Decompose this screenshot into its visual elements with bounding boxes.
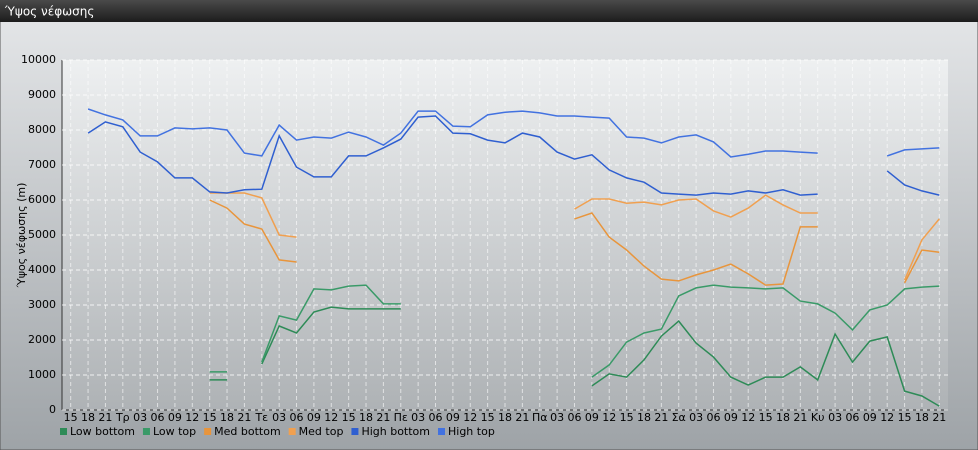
x-tick-label: 18: [220, 411, 234, 424]
y-tick-label: 4000: [28, 263, 56, 276]
x-tick-label: 06: [706, 411, 720, 424]
legend-swatch: [351, 428, 359, 435]
x-tick-label: 03: [828, 411, 842, 424]
title-bar: [0, 0, 978, 22]
legend-swatch: [204, 428, 212, 435]
y-tick-label: 1000: [28, 368, 56, 381]
y-tick-label: 7000: [28, 158, 56, 171]
x-tick-label: 21: [515, 411, 529, 424]
y-tick-label: 8000: [28, 123, 56, 136]
x-tick-label: 21: [932, 411, 946, 424]
x-tick-label: 15: [759, 411, 773, 424]
series-line: [209, 199, 940, 286]
x-tick-label: 15: [620, 411, 634, 424]
x-tick-label: 12: [602, 411, 616, 424]
x-tick-label: 03: [272, 411, 286, 424]
y-tick-label: 2000: [28, 333, 56, 346]
series-line: [209, 284, 940, 378]
x-tick-label: 18: [915, 411, 929, 424]
x-tick-label: 15: [203, 411, 217, 424]
y-axis-label: Ύψος νέφωσης (m): [15, 183, 28, 289]
x-tick-label: Σα: [672, 411, 686, 424]
x-tick-label: 09: [585, 411, 599, 424]
legend-label: High top: [448, 425, 495, 438]
legend-label: Low bottom: [70, 425, 135, 438]
y-tick-label: 0: [49, 403, 56, 416]
legend-label: Med top: [299, 425, 344, 438]
x-tick-label: 06: [429, 411, 443, 424]
x-tick-label: Τε: [254, 411, 268, 424]
x-tick-label: 12: [185, 411, 199, 424]
x-tick-label: 03: [411, 411, 425, 424]
x-tick-label: Τρ: [115, 411, 130, 424]
legend-swatch: [142, 428, 150, 435]
x-tick-label: 03: [550, 411, 564, 424]
series-line: [87, 115, 940, 196]
x-tick-label: 12: [741, 411, 755, 424]
x-tick-label: 09: [863, 411, 877, 424]
x-tick-label: Πα: [532, 411, 548, 424]
x-tick-label: 03: [689, 411, 703, 424]
y-tick-label: 9000: [28, 88, 56, 101]
x-tick-label: 15: [342, 411, 356, 424]
legend-swatch: [438, 428, 445, 435]
x-tick-label: 15: [64, 411, 78, 424]
x-tick-label: Πε: [394, 411, 408, 424]
legend-swatch: [288, 428, 296, 435]
x-tick-label: 21: [98, 411, 112, 424]
x-tick-label: 06: [151, 411, 165, 424]
x-tick-label: 12: [880, 411, 894, 424]
y-tick-label: 6000: [28, 193, 56, 206]
legend-label: High bottom: [361, 425, 430, 438]
x-tick-label: 21: [376, 411, 390, 424]
x-tick-label: 15: [481, 411, 495, 424]
x-tick-label: 18: [359, 411, 373, 424]
x-tick-label: 18: [776, 411, 790, 424]
x-tick-label: 12: [463, 411, 477, 424]
x-tick-label: 09: [307, 411, 321, 424]
y-tick-label: 5000: [28, 228, 56, 241]
x-tick-label: 18: [637, 411, 651, 424]
x-tick-label: 06: [845, 411, 859, 424]
x-tick-label: 15: [898, 411, 912, 424]
x-tick-label: Κυ: [811, 411, 825, 424]
x-tick-label: 21: [654, 411, 668, 424]
y-tick-label: 10000: [21, 53, 56, 66]
x-tick-label: 18: [81, 411, 95, 424]
x-tick-label: 21: [237, 411, 251, 424]
series-line: [209, 306, 940, 407]
x-tick-label: 09: [724, 411, 738, 424]
x-tick-label: 09: [446, 411, 460, 424]
x-tick-label: 06: [290, 411, 304, 424]
chart-title: Ύψος νέφωσης: [4, 5, 94, 19]
x-tick-label: 21: [793, 411, 807, 424]
legend-swatch: [60, 428, 67, 435]
legend-label: Low top: [153, 425, 196, 438]
y-tick-label: 3000: [28, 298, 56, 311]
x-tick-label: 12: [324, 411, 338, 424]
x-tick-label: 09: [168, 411, 182, 424]
x-tick-label: 03: [133, 411, 147, 424]
legend-label: Med bottom: [214, 425, 281, 438]
x-tick-label: 06: [567, 411, 581, 424]
series-line: [87, 108, 940, 158]
x-tick-label: 18: [498, 411, 512, 424]
